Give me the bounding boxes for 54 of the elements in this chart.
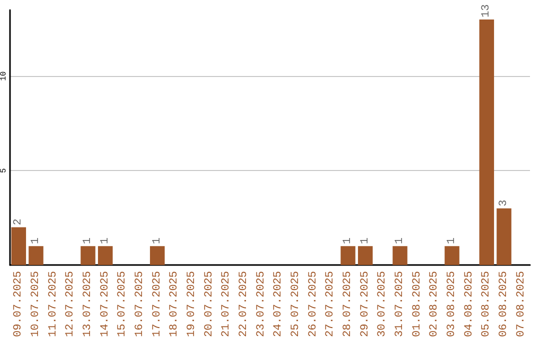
- data-label: 13: [480, 4, 493, 18]
- data-label: 1: [82, 237, 94, 244]
- bar: [11, 227, 26, 265]
- x-tick-label: 07.08.2025: [515, 270, 528, 338]
- x-tick-label: 29.07.2025: [359, 270, 372, 338]
- y-tick-label: 5: [0, 168, 8, 173]
- x-tick-label: 05.08.2025: [480, 270, 493, 338]
- bar: [479, 19, 494, 265]
- bar: [28, 246, 44, 265]
- data-label: 1: [151, 237, 164, 244]
- x-tick-label: 16.07.2025: [134, 270, 146, 338]
- x-tick-label: 21.07.2025: [220, 270, 233, 338]
- y-tick-label: 10: [0, 71, 8, 81]
- bar: [340, 246, 356, 265]
- x-tick-label: 03.08.2025: [446, 270, 458, 338]
- bar: [80, 246, 96, 265]
- x-tick-label: 28.07.2025: [342, 270, 354, 338]
- x-tick-label: 02.08.2025: [428, 270, 441, 338]
- bar: [496, 208, 512, 265]
- x-tick-label: 01.08.2025: [411, 270, 424, 338]
- data-label: 1: [99, 237, 112, 244]
- x-tick-label: 06.08.2025: [498, 270, 510, 338]
- x-tick-label: 26.07.2025: [307, 270, 320, 338]
- x-tick-label: 17.07.2025: [151, 270, 164, 338]
- data-label: 1: [394, 237, 406, 244]
- x-tick-label: 11.07.2025: [47, 270, 60, 338]
- bar: [150, 246, 165, 265]
- x-tick-label: 27.07.2025: [324, 270, 337, 338]
- data-label: 1: [30, 237, 42, 244]
- x-tick-label: 19.07.2025: [186, 270, 198, 338]
- x-tick-label: 22.07.2025: [238, 270, 250, 338]
- x-tick-label: 23.07.2025: [255, 270, 268, 338]
- x-tick-label: 15.07.2025: [116, 270, 129, 338]
- x-tick-label: 25.07.2025: [290, 270, 302, 338]
- x-tick-label: 12.07.2025: [64, 270, 77, 338]
- data-label: 1: [446, 237, 458, 244]
- x-tick-label: 18.07.2025: [168, 270, 181, 338]
- bar: [444, 246, 460, 265]
- bar: [358, 246, 373, 265]
- bar: [98, 246, 113, 265]
- x-tick-label: 20.07.2025: [203, 270, 216, 338]
- x-tick-label: 31.07.2025: [394, 270, 406, 338]
- x-tick-label: 24.07.2025: [272, 270, 285, 338]
- data-label: 3: [498, 200, 510, 206]
- data-label: 2: [12, 218, 25, 226]
- data-label: 1: [342, 237, 354, 244]
- data-label: 1: [359, 237, 372, 244]
- bar: [392, 246, 408, 265]
- x-tick-label: 10.07.2025: [30, 270, 42, 338]
- x-tick-label: 14.07.2025: [99, 270, 112, 338]
- x-tick-label: 09.07.2025: [12, 270, 25, 338]
- x-tick-label: 04.08.2025: [463, 270, 476, 338]
- x-tick-label: 13.07.2025: [82, 270, 94, 338]
- x-tick-label: 30.07.2025: [376, 270, 389, 338]
